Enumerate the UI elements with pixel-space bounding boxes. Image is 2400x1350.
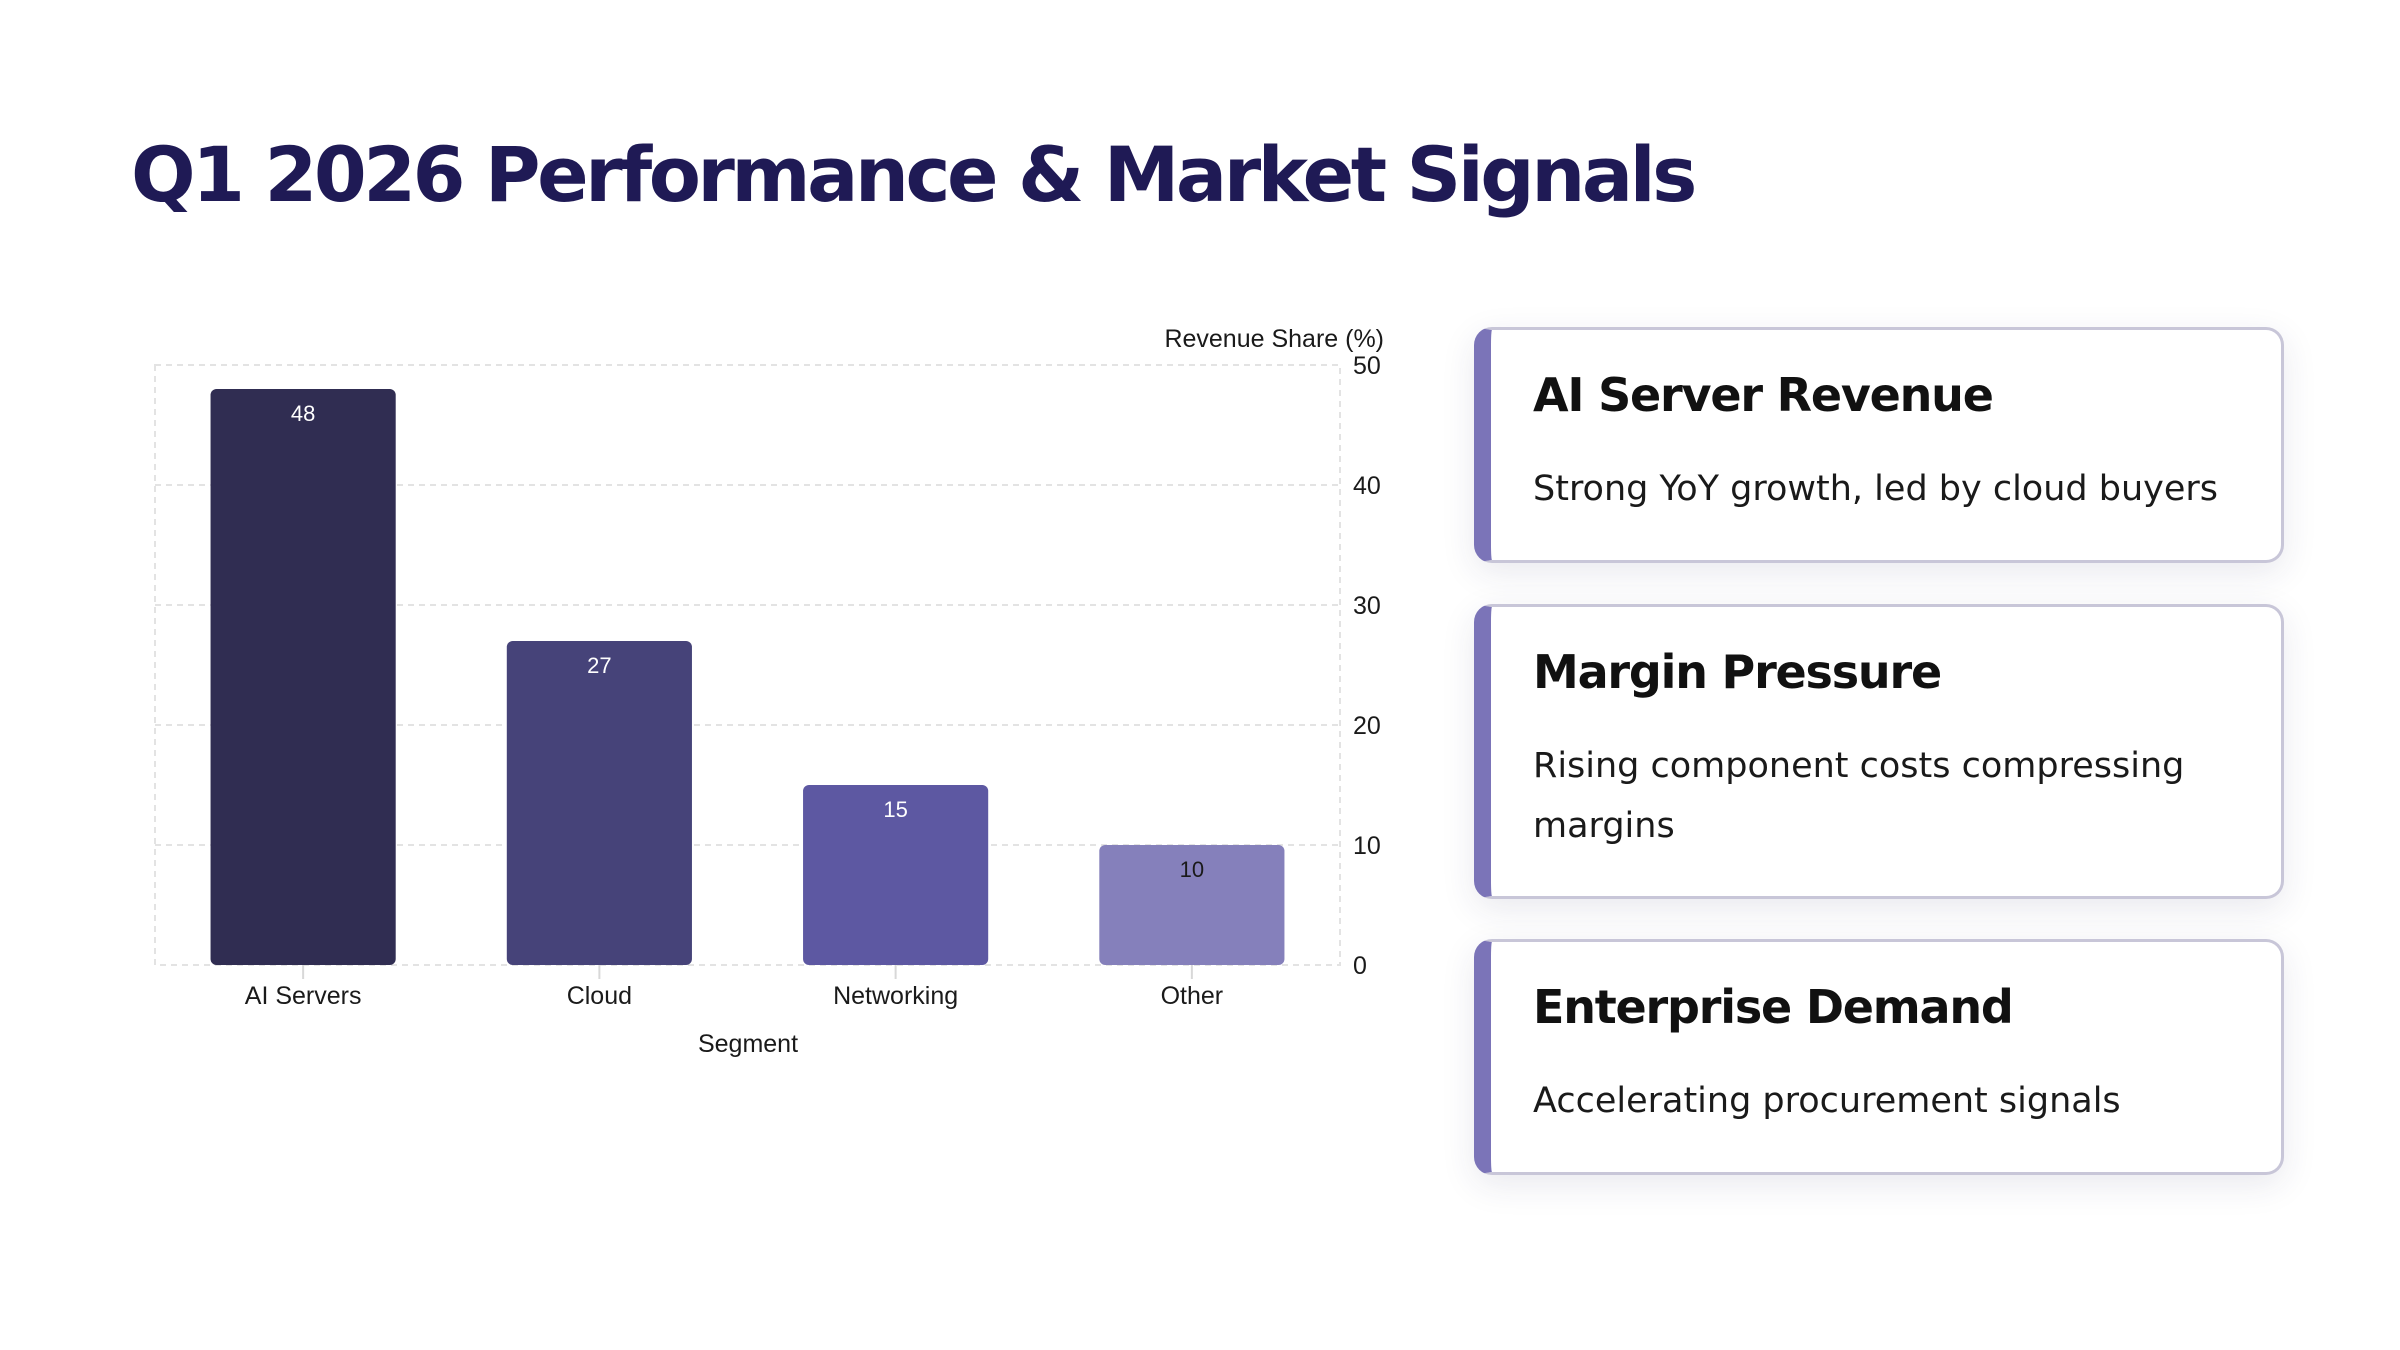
x-tick-label: Networking: [833, 982, 958, 1010]
x-tick-label: Other: [1161, 982, 1224, 1010]
card-title: Enterprise Demand: [1533, 980, 2014, 1034]
y-axis-tick-labels: 0 10 20 30 40 50: [1353, 352, 1381, 980]
insight-card-ai-server-revenue: AI Server Revenue Strong YoY growth, led…: [1474, 327, 2284, 563]
x-axis-label: Segment: [698, 1030, 798, 1058]
y-tick-label: 10: [1353, 832, 1381, 860]
bar-data-labels: 48 27 15 10: [291, 401, 1204, 882]
card-body: Accelerating procurement signals: [1533, 1081, 2121, 1122]
card-body: Strong YoY growth, led by cloud buyers: [1533, 469, 2219, 510]
bar: [1099, 845, 1285, 965]
insight-card-enterprise-demand: Enterprise Demand Accelerating procureme…: [1474, 939, 2284, 1175]
x-axis-tick-labels: AI Servers Cloud Networking Other: [245, 965, 1223, 1010]
card-title: Margin Pressure: [1533, 645, 1942, 699]
bar-data-label: 15: [883, 797, 907, 822]
card-body: Rising component costs compressing margi…: [1533, 746, 2185, 847]
y-tick-label: 40: [1353, 472, 1381, 500]
bar-data-label: 27: [587, 653, 611, 678]
bar: [506, 641, 692, 965]
x-tick-label: Cloud: [567, 982, 632, 1010]
insight-card-margin-pressure: Margin Pressure Rising component costs c…: [1474, 604, 2284, 899]
y-tick-label: 0: [1353, 952, 1367, 980]
card-title: AI Server Revenue: [1533, 368, 1994, 422]
y-axis-label: Revenue Share (%): [1164, 325, 1384, 353]
y-tick-label: 50: [1353, 352, 1381, 380]
bar-data-label: 10: [1180, 857, 1204, 882]
y-tick-label: 20: [1353, 712, 1381, 740]
bar: [803, 785, 989, 965]
x-tick-label: AI Servers: [245, 982, 362, 1010]
bar: [210, 389, 396, 965]
bars: [210, 389, 1285, 965]
bar-data-label: 48: [291, 401, 315, 426]
plot-area-frame: [154, 364, 1341, 966]
slide-title: Q1 2026 Performance & Market Signals: [131, 130, 1697, 219]
y-tick-label: 30: [1353, 592, 1381, 620]
